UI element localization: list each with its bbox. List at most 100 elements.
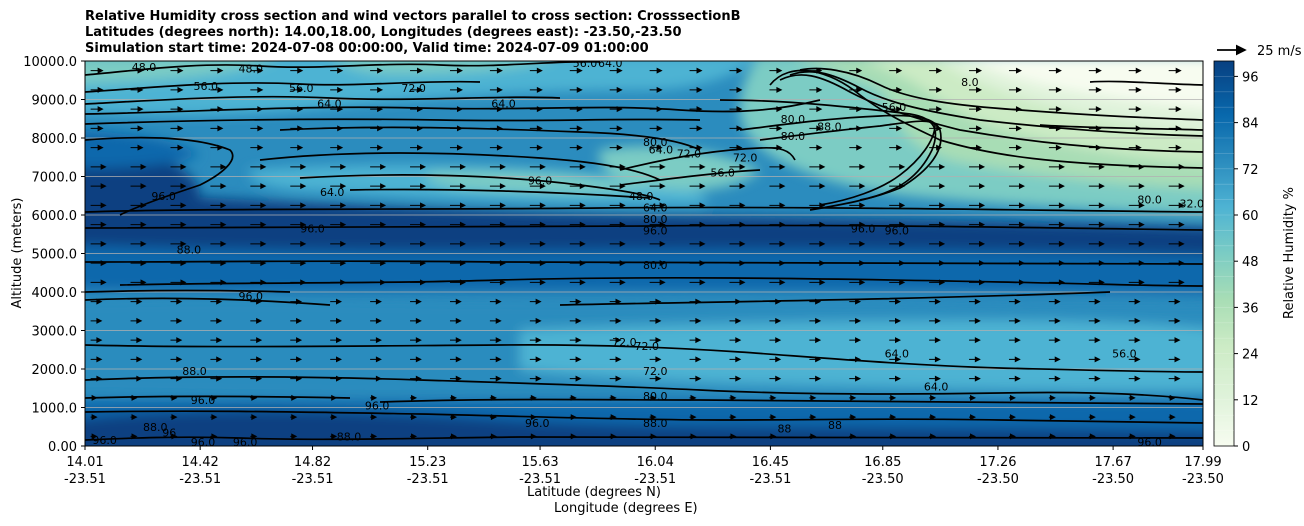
wind-arrow-head bbox=[495, 356, 502, 363]
contour-label: 88.0 bbox=[643, 417, 668, 430]
wind-arrow-head bbox=[575, 317, 582, 324]
wind-arrow-head bbox=[699, 221, 706, 228]
wind-arrow-head bbox=[340, 183, 347, 190]
wind-arrow-head bbox=[859, 260, 866, 267]
wind-arrow-head bbox=[1178, 279, 1185, 286]
wind-arrow-head bbox=[459, 221, 466, 228]
wind-arrow-head bbox=[1095, 106, 1102, 113]
wind-arrow-head bbox=[137, 67, 144, 74]
wind-arrow-head bbox=[300, 279, 307, 286]
x-tick-label-lon: -23.51 bbox=[519, 472, 561, 487]
wind-arrow-head bbox=[100, 221, 107, 228]
wind-arrow-head bbox=[459, 240, 466, 247]
wind-arrow-head bbox=[810, 433, 817, 440]
wind-arrow-head bbox=[696, 144, 703, 151]
wind-arrow-head bbox=[1169, 394, 1176, 401]
wind-arrow-head bbox=[775, 337, 782, 344]
wind-arrow-head bbox=[616, 144, 623, 151]
wind-arrow-head bbox=[297, 67, 304, 74]
x-tick-label-lon: -23.51 bbox=[749, 472, 791, 487]
wind-arrow-head bbox=[499, 279, 506, 286]
wind-arrow-head bbox=[939, 240, 946, 247]
wind-arrow-head bbox=[380, 221, 387, 228]
contour-label: 96.0 bbox=[191, 394, 216, 407]
wind-arrow-head bbox=[939, 221, 946, 228]
wind-arrow-head bbox=[291, 394, 298, 401]
wind-arrow-head bbox=[415, 356, 422, 363]
wind-arrow-head bbox=[499, 183, 506, 190]
wind-arrow-head bbox=[856, 106, 863, 113]
contour-label: 80.0 bbox=[781, 113, 806, 126]
wind-arrow-head bbox=[220, 163, 227, 170]
wind-arrow-head bbox=[180, 279, 187, 286]
wind-arrow-head bbox=[420, 183, 427, 190]
wind-arrow-head bbox=[615, 356, 622, 363]
wind-arrow-head bbox=[699, 279, 706, 286]
wind-arrow-head bbox=[211, 394, 218, 401]
wind-arrow-head bbox=[1058, 221, 1065, 228]
x-tick-label-lon: -23.50 bbox=[1092, 472, 1134, 487]
wind-arrow-head bbox=[659, 260, 666, 267]
contour-label: 56.0 bbox=[573, 57, 598, 70]
wind-arrow-head bbox=[899, 163, 906, 170]
wind-arrow-head bbox=[1138, 221, 1145, 228]
contour-label: 72.0 bbox=[733, 151, 758, 164]
wind-arrow-head bbox=[1098, 202, 1105, 209]
wind-arrow-head bbox=[979, 240, 986, 247]
wind-arrow-head bbox=[659, 221, 666, 228]
wind-arrow-head bbox=[420, 202, 427, 209]
wind-arrow-head bbox=[979, 279, 986, 286]
wind-arrow-head bbox=[976, 125, 983, 132]
wind-arrow-head bbox=[1058, 202, 1065, 209]
wind-arrow-head bbox=[976, 67, 983, 74]
wind-arrow-head bbox=[974, 356, 981, 363]
wind-arrow-head bbox=[455, 337, 462, 344]
wind-arrow-head bbox=[619, 260, 626, 267]
wind-arrow-head bbox=[499, 163, 506, 170]
wind-arrow-head bbox=[976, 106, 983, 113]
wind-arrow-head bbox=[296, 317, 303, 324]
wind-arrow-head bbox=[136, 375, 143, 382]
wind-arrow-head bbox=[1135, 67, 1142, 74]
wind-arrow-head bbox=[340, 240, 347, 247]
wind-arrow-head bbox=[619, 163, 626, 170]
colorbar-tick-label: 24 bbox=[1242, 348, 1259, 363]
y-tick-label: 5000.0 bbox=[32, 248, 78, 263]
wind-arrow-head bbox=[1014, 317, 1021, 324]
y-axis-label: Altitude (meters) bbox=[10, 198, 25, 309]
wind-arrow-head bbox=[695, 317, 702, 324]
wind-arrow-head bbox=[696, 106, 703, 113]
wind-arrow-head bbox=[1014, 356, 1021, 363]
wind-arrow-head bbox=[1134, 317, 1141, 324]
wind-arrow-head bbox=[655, 375, 662, 382]
wind-arrow-head bbox=[140, 221, 147, 228]
wind-arrow-head bbox=[696, 125, 703, 132]
contour-label: 72.0 bbox=[643, 365, 668, 378]
wind-arrow-head bbox=[171, 414, 178, 421]
wind-arrow-head bbox=[1135, 106, 1142, 113]
wind-arrow-head bbox=[815, 356, 822, 363]
wind-arrow-head bbox=[1055, 144, 1062, 151]
contour-label: 64.0 bbox=[649, 144, 674, 157]
wind-arrow-head bbox=[650, 414, 657, 421]
wind-arrow-head bbox=[859, 279, 866, 286]
wind-arrow-head bbox=[211, 433, 218, 440]
wind-arrow-head bbox=[934, 337, 941, 344]
wind-arrow-head bbox=[296, 375, 303, 382]
contour-label: 88.0 bbox=[182, 365, 207, 378]
wind-arrow-head bbox=[211, 414, 218, 421]
wind-arrow-head bbox=[539, 183, 546, 190]
x-tick-label-lat: 16.45 bbox=[752, 455, 789, 470]
contour-label: 72.0 bbox=[635, 340, 660, 353]
y-tick-label: 6000.0 bbox=[32, 209, 78, 224]
wind-arrow-head bbox=[1055, 86, 1062, 93]
wind-arrow-head bbox=[459, 183, 466, 190]
wind-arrow-head bbox=[96, 298, 103, 305]
wind-arrow-head bbox=[331, 433, 338, 440]
wind-arrow-head bbox=[217, 86, 224, 93]
wind-arrow-head bbox=[736, 67, 743, 74]
wind-arrow-head bbox=[816, 125, 823, 132]
wind-arrow-head bbox=[735, 375, 742, 382]
wind-arrow-head bbox=[856, 125, 863, 132]
